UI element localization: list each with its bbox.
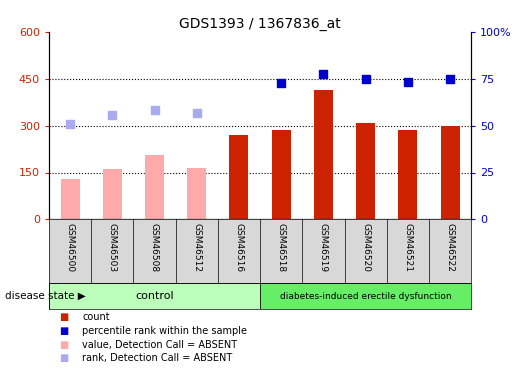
Text: GSM46508: GSM46508	[150, 223, 159, 272]
Bar	[230, 135, 248, 219]
Title: GDS1393 / 1367836_at: GDS1393 / 1367836_at	[179, 17, 341, 31]
Point	[193, 110, 201, 116]
Point	[150, 107, 159, 113]
Bar	[272, 130, 290, 219]
Text: GSM46500: GSM46500	[65, 223, 75, 272]
Text: control: control	[135, 291, 174, 301]
Text: GSM46521: GSM46521	[403, 223, 413, 272]
Text: GSM46519: GSM46519	[319, 223, 328, 272]
Text: GSM46518: GSM46518	[277, 223, 286, 272]
Point	[66, 121, 74, 127]
Bar	[187, 168, 206, 219]
Point	[319, 71, 328, 77]
Bar	[399, 130, 417, 219]
Text: GSM46512: GSM46512	[192, 223, 201, 272]
Point	[362, 76, 370, 82]
Text: ■: ■	[59, 354, 68, 363]
Bar	[260, 283, 471, 309]
Point	[277, 81, 285, 87]
Bar	[103, 170, 122, 219]
Text: value, Detection Call = ABSENT: value, Detection Call = ABSENT	[82, 340, 237, 350]
Text: rank, Detection Call = ABSENT: rank, Detection Call = ABSENT	[82, 354, 233, 363]
Bar	[145, 155, 164, 219]
Text: ■: ■	[59, 312, 68, 322]
Text: GSM46522: GSM46522	[445, 223, 455, 272]
Text: percentile rank within the sample: percentile rank within the sample	[82, 326, 247, 336]
Text: GSM46503: GSM46503	[108, 223, 117, 272]
Bar	[441, 126, 459, 219]
Text: diabetes-induced erectile dysfunction: diabetes-induced erectile dysfunction	[280, 292, 452, 301]
Point	[108, 112, 116, 118]
Text: GSM46516: GSM46516	[234, 223, 244, 272]
Bar	[49, 283, 260, 309]
Bar	[314, 90, 333, 219]
Text: disease state ▶: disease state ▶	[5, 291, 86, 301]
Bar	[61, 179, 79, 219]
Text: ■: ■	[59, 326, 68, 336]
Text: count: count	[82, 312, 110, 322]
Point	[404, 79, 412, 85]
Text: GSM46520: GSM46520	[361, 223, 370, 272]
Text: ■: ■	[59, 340, 68, 350]
Bar	[356, 123, 375, 219]
Point	[446, 76, 454, 82]
